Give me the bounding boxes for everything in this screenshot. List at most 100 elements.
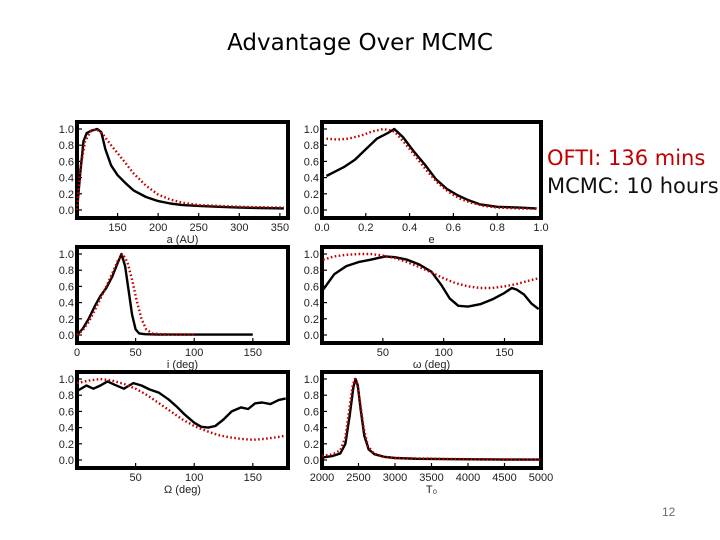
x-tick-label: 5000 [529,472,553,484]
ofti-time-label: OFTI: 136 mins [547,146,706,170]
panel-2: 0.0 0.2 0.4 0.6 0.8 1.0 0.0 0.2 0.4 0.6 0.8 1.0 e [304,120,549,246]
plot-frame [75,120,290,220]
page-number: 12 [662,505,676,519]
ofti-distribution-line [322,252,539,290]
x-tick-label: 3000 [383,472,407,484]
mcmc-distribution-line [321,377,541,461]
x-tick-label: 0.6 [446,222,461,234]
y-tick-label: 0.2 [304,439,319,451]
x-tick-label: 2000 [310,472,334,484]
y-tick-label: 0.8 [304,390,319,402]
x-tick-label: 0.2 [358,222,373,234]
ofti-distribution-line [76,252,195,336]
mcmc-distribution-line [322,255,540,311]
mcmc-distribution-line [75,127,284,211]
mcmc-distribution-line [76,252,253,336]
x-tick-label: 300 [230,222,248,234]
y-tick-label: 0.8 [304,140,319,152]
mcmc-time-label: MCMC: 10 hours [547,174,719,198]
panel-1: 0.0 0.2 0.4 0.6 0.8 1.0 150 200 250 300 350 a (AU) [59,120,290,246]
y-tick-label: 0.0 [59,455,74,467]
plot-frame [320,245,543,345]
y-tick-label: 0.6 [59,156,74,168]
xlabel-omega: ω (deg) [413,359,450,371]
y-tick-label: 0.2 [304,189,319,201]
y-tick-label: 0.0 [304,455,319,467]
y-tick-label: 0.6 [304,156,319,168]
slide-title: Advantage Over MCMC [227,30,493,56]
mcmc-distribution-line [325,127,537,210]
y-tick-label: 0.8 [59,265,74,277]
y-tick-label: 0.4 [304,423,319,435]
x-tick-label: 100 [185,347,203,359]
y-tick-label: 0.6 [59,406,74,418]
xlabel-a: a (AU) [167,234,199,246]
y-tick-label: 0.6 [304,281,319,293]
y-tick-label: 0.4 [59,423,74,435]
x-tick-label: 2500 [346,472,370,484]
plot-frame [75,370,290,470]
y-tick-label: 0.4 [304,173,319,185]
x-tick-label: 0.8 [490,222,505,234]
ofti-distribution-line [76,377,286,441]
x-tick-label: 1.0 [533,222,548,234]
plot-frame [320,370,543,470]
x-tick-label: 3500 [419,472,443,484]
ofti-distribution-line [75,127,284,211]
x-tick-label: 350 [271,222,289,234]
ofti-distribution-line [321,377,542,461]
y-tick-label: 0.2 [59,314,74,326]
x-tick-label: 100 [434,347,452,359]
xlabel-i: i (deg) [167,359,198,371]
mcmc-distribution-line [76,380,286,429]
x-tick-label: 4500 [492,472,516,484]
xlabel-Omega: Ω (deg) [164,484,201,496]
y-tick-label: 0.2 [304,314,319,326]
y-tick-label: 1.0 [304,249,319,261]
x-tick-label: 50 [377,347,389,359]
y-tick-label: 1.0 [304,374,319,386]
y-tick-label: 0.4 [59,173,74,185]
y-tick-label: 0.2 [59,439,74,451]
y-tick-label: 0.0 [59,205,74,217]
timing-comparison: OFTI: 136 mins MCMC: 10 hours [547,144,719,200]
x-tick-label: 0.0 [314,222,329,234]
x-tick-label: 150 [244,472,262,484]
xlabel-t0: T₀ [426,484,437,496]
x-tick-label: 250 [190,222,208,234]
y-tick-label: 1.0 [59,124,74,136]
panel-5: 0.0 0.2 0.4 0.6 0.8 1.0 50 100 150 Ω (deg) [59,370,290,496]
ofti-distribution-line [326,127,537,210]
panel-4: 0.0 0.2 0.4 0.6 0.8 1.0 50 100 150 ω (deg) [304,245,543,371]
panel-3: 0.0 0.2 0.4 0.6 0.8 1.0 0 50 100 150 i (deg) [59,245,290,371]
x-tick-label: 100 [185,472,203,484]
y-tick-label: 0.6 [59,281,74,293]
y-tick-label: 0.6 [304,406,319,418]
x-tick-label: 0.4 [402,222,417,234]
x-tick-label: 50 [129,347,141,359]
y-tick-label: 1.0 [59,249,74,261]
xlabel-e: e [428,234,434,246]
y-tick-label: 0.0 [304,205,319,217]
y-tick-label: 0.8 [59,140,74,152]
y-tick-label: 0.0 [59,330,74,342]
x-tick-label: 50 [129,472,141,484]
x-tick-label: 150 [108,222,126,234]
y-tick-label: 0.8 [304,265,319,277]
panel-6: 0.0 0.2 0.4 0.6 0.8 1.0 2000 2500 3000 3500 4000 45… [304,370,553,496]
x-tick-label: 150 [244,347,262,359]
y-tick-label: 0.4 [59,298,74,310]
y-tick-label: 0.2 [59,189,74,201]
x-tick-label: 200 [149,222,167,234]
y-tick-label: 1.0 [59,374,74,386]
x-tick-label: 150 [495,347,513,359]
y-tick-label: 0.0 [304,330,319,342]
y-tick-label: 1.0 [304,124,319,136]
x-tick-label: 0 [74,347,80,359]
x-tick-label: 4000 [456,472,480,484]
plot-frame [75,245,290,345]
y-tick-label: 0.4 [304,298,319,310]
plot-frame [320,120,543,220]
y-tick-label: 0.8 [59,390,74,402]
